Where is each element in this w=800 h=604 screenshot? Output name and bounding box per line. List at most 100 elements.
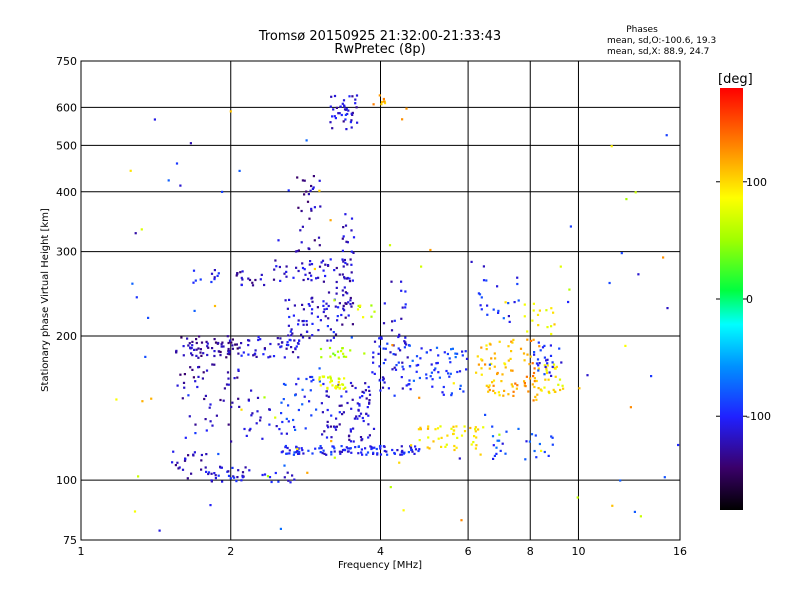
data-point — [176, 384, 179, 387]
data-point — [379, 389, 382, 392]
data-point — [354, 386, 357, 390]
data-point — [319, 319, 322, 322]
data-point — [370, 446, 373, 449]
data-point — [194, 432, 197, 435]
data-point — [461, 350, 464, 353]
data-point — [410, 444, 413, 447]
data-point — [551, 361, 554, 364]
data-point — [322, 300, 325, 303]
data-point — [411, 359, 414, 362]
data-point — [299, 229, 302, 232]
data-point — [249, 427, 252, 430]
data-point — [219, 354, 222, 357]
data-point — [332, 336, 335, 339]
data-point — [547, 390, 550, 393]
data-point — [229, 477, 232, 480]
data-point — [216, 274, 219, 277]
data-point — [200, 354, 203, 357]
data-point — [293, 304, 296, 307]
data-point — [494, 357, 497, 360]
data-point — [367, 385, 370, 389]
data-point — [608, 281, 611, 285]
data-point — [286, 341, 289, 344]
data-point — [517, 299, 520, 302]
data-point — [677, 443, 680, 447]
data-point — [281, 341, 284, 344]
data-point — [294, 250, 298, 253]
data-point — [181, 397, 184, 400]
data-point — [499, 449, 502, 452]
data-point — [326, 420, 329, 423]
data-point — [545, 309, 548, 312]
data-point — [187, 394, 190, 397]
data-point — [485, 344, 488, 347]
data-point — [240, 342, 243, 345]
data-point — [190, 352, 193, 355]
data-point — [509, 357, 512, 360]
data-point — [361, 395, 364, 398]
data-point — [135, 296, 138, 299]
data-point — [341, 347, 344, 350]
data-point — [195, 348, 198, 351]
data-point — [346, 447, 349, 450]
data-point — [318, 376, 321, 379]
data-point — [144, 355, 147, 358]
data-point — [364, 447, 367, 450]
data-point — [620, 252, 623, 255]
data-point — [543, 386, 546, 389]
data-point — [197, 366, 200, 369]
data-point — [335, 106, 338, 109]
data-point — [532, 338, 535, 341]
data-point — [559, 388, 562, 392]
data-point — [307, 449, 310, 452]
data-point — [301, 179, 304, 182]
data-point — [371, 371, 374, 374]
data-point — [268, 423, 271, 426]
data-point — [356, 417, 359, 420]
data-point — [480, 373, 483, 376]
data-point — [336, 315, 339, 318]
data-point — [357, 452, 360, 455]
chart-subtitle: RwPretec (8p) — [334, 42, 425, 57]
data-point — [452, 432, 455, 435]
data-point — [175, 349, 178, 352]
data-point — [296, 250, 299, 253]
data-point — [449, 372, 452, 375]
data-point — [343, 108, 347, 111]
data-point — [230, 341, 233, 344]
data-point — [279, 527, 282, 530]
data-point — [322, 449, 325, 452]
data-point — [341, 249, 344, 252]
data-point — [147, 316, 150, 319]
chart-title: Tromsø 20150925 21:32:00-21:33:43 — [258, 29, 501, 44]
data-point — [179, 373, 182, 376]
data-point — [228, 351, 231, 354]
data-point — [567, 300, 570, 304]
data-point — [252, 354, 255, 357]
data-point — [339, 452, 342, 455]
data-point — [425, 373, 428, 376]
data-point — [504, 366, 507, 369]
data-point — [484, 363, 487, 366]
data-point — [411, 450, 414, 453]
data-point — [493, 352, 496, 355]
data-point — [619, 479, 622, 482]
data-point — [350, 119, 353, 122]
data-point — [552, 363, 556, 366]
data-point — [560, 361, 563, 364]
data-point — [311, 375, 314, 379]
data-point — [238, 405, 241, 408]
data-point — [347, 314, 350, 317]
data-point — [285, 275, 288, 278]
data-point — [286, 471, 289, 474]
data-point — [322, 304, 325, 307]
data-point — [428, 447, 431, 450]
data-point — [535, 362, 539, 365]
data-point — [537, 367, 540, 370]
data-point — [400, 317, 403, 320]
data-point — [333, 269, 336, 272]
data-point — [650, 375, 653, 378]
data-point — [211, 363, 214, 366]
data-point — [308, 336, 311, 340]
data-point — [221, 480, 224, 483]
